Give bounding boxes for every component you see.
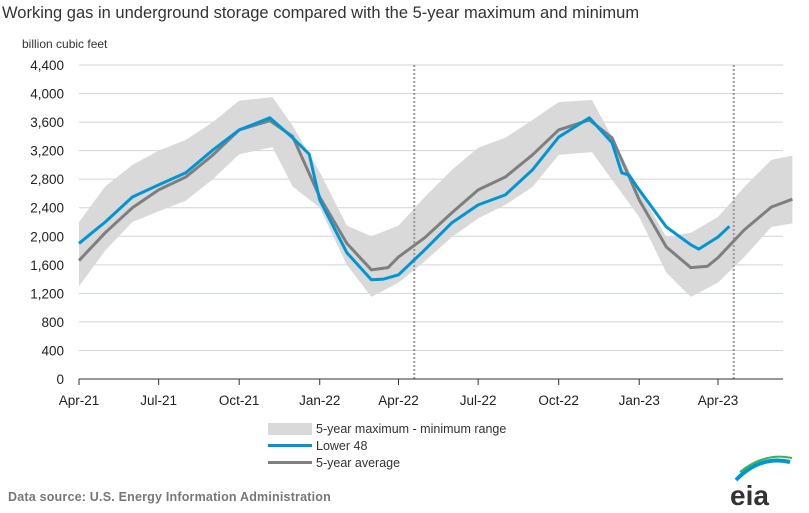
y-tick-label: 400 (41, 343, 64, 358)
y-tick-label: 800 (41, 315, 64, 330)
legend-item-average: 5-year average (268, 454, 506, 471)
range-band (79, 97, 793, 297)
x-tick-label: Jul-21 (140, 393, 177, 408)
legend-label-range: 5-year maximum - minimum range (316, 421, 507, 436)
y-tick-label: 3,600 (30, 115, 64, 130)
range-swatch (268, 422, 312, 435)
data-source: Data source: U.S. Energy Information Adm… (8, 490, 331, 504)
x-tick-label: Oct-21 (219, 393, 260, 408)
y-tick-label: 2,000 (30, 229, 64, 244)
y-tick-label: 0 (56, 372, 64, 387)
x-tick-label: Apr-22 (378, 393, 419, 408)
legend: 5-year maximum - minimum range Lower 48 … (268, 420, 506, 471)
legend-label-lower48: Lower 48 (316, 438, 368, 453)
legend-item-lower48: Lower 48 (268, 437, 506, 454)
series-line-5-year-average (77, 118, 793, 272)
x-tick-label: Apr-23 (698, 393, 739, 408)
y-tick-label: 2,400 (30, 201, 64, 216)
x-tick-label: Jan-22 (299, 393, 340, 408)
y-tick-label: 4,400 (30, 58, 64, 73)
x-tick-label: Jan-23 (619, 393, 660, 408)
y-tick-label: 1,200 (30, 286, 64, 301)
chart-title: Working gas in underground storage compa… (2, 4, 640, 22)
series-line-lower-48 (78, 116, 731, 282)
x-tick-label: Jul-22 (460, 393, 497, 408)
y-tick-label: 4,000 (30, 87, 64, 102)
y-tick-label: 3,200 (30, 144, 64, 159)
average-swatch (268, 461, 312, 464)
y-tick-label: 2,800 (30, 172, 64, 187)
legend-item-range: 5-year maximum - minimum range (268, 420, 506, 437)
x-tick-label: Apr-21 (59, 393, 100, 408)
x-tick-label: Oct-22 (538, 393, 579, 408)
legend-label-average: 5-year average (316, 455, 401, 470)
lower48-swatch (268, 444, 312, 447)
y-axis-label: billion cubic feet (22, 37, 108, 51)
y-tick-label: 1,600 (30, 258, 64, 273)
